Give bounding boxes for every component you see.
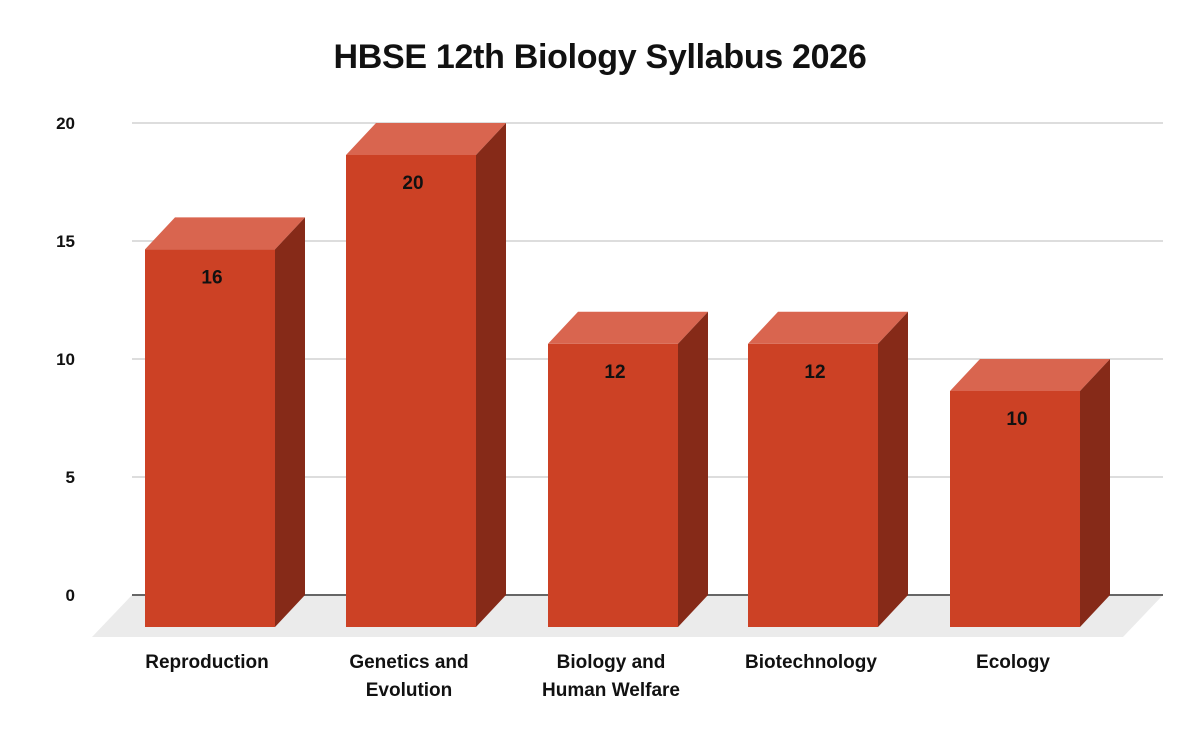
x-tick-label-line: Evolution: [365, 680, 453, 701]
x-tick-label: Biotechnology: [701, 649, 921, 677]
bar-reproduction: [145, 249, 275, 627]
y-tick-label: 5: [66, 468, 75, 487]
x-tick-label-line: Biology and: [556, 652, 666, 673]
data-label: 12: [604, 362, 625, 383]
bar-side-face: [275, 217, 305, 627]
data-label: 12: [804, 362, 825, 383]
bar-side-face: [1080, 359, 1110, 627]
data-label: 16: [201, 267, 222, 288]
chart-title: HBSE 12th Biology Syllabus 2026: [333, 38, 867, 76]
x-tick-label: Genetics and Evolution: [299, 649, 519, 705]
bar-side-face: [878, 311, 908, 627]
x-tick-label: Reproduction: [97, 649, 317, 677]
y-tick-label: 20: [56, 114, 75, 133]
x-tick-label-line: Human Welfare: [542, 680, 680, 701]
bar-biotechnology: [748, 343, 878, 627]
bar-biology-and-human-welfare: [548, 343, 678, 627]
x-tick-label-line: Reproduction: [145, 652, 269, 673]
y-tick-label: 10: [56, 350, 75, 369]
x-tick-label-line: Ecology: [976, 652, 1050, 673]
bar-side-face: [678, 311, 708, 627]
x-tick-label-line: Biotechnology: [745, 652, 877, 673]
bar-top-face: [950, 359, 1110, 391]
bar-top-face: [748, 311, 908, 344]
x-tick-label: Ecology: [903, 649, 1123, 677]
bar-top-face: [346, 123, 506, 155]
x-tick-label-line: Genetics and: [349, 652, 469, 673]
data-label: 20: [402, 173, 423, 194]
bar-ecology: [950, 391, 1080, 627]
bar-top-face: [548, 311, 708, 344]
bar-top-face: [145, 217, 305, 250]
y-tick-label: 0: [66, 586, 75, 605]
data-label: 10: [1006, 409, 1027, 430]
bar-side-face: [476, 123, 506, 627]
x-tick-label: Biology and Human Welfare: [501, 649, 721, 705]
y-tick-label: 15: [56, 232, 75, 251]
bar-genetics-and-evolution: [346, 155, 476, 627]
